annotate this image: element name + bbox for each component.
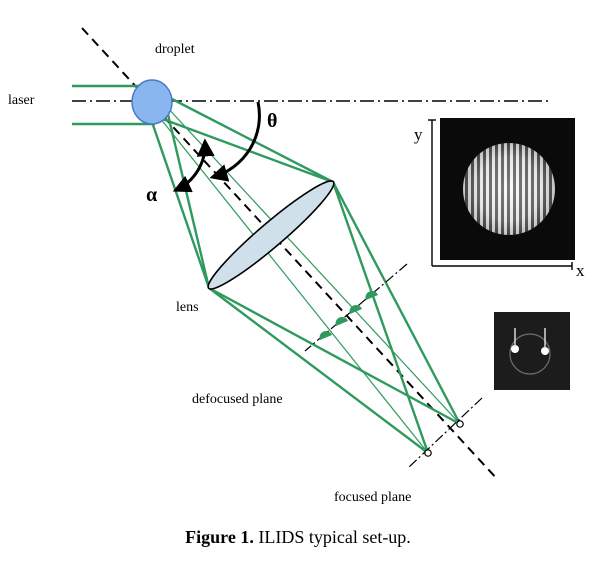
defocus-marker-1 [365,291,378,300]
caption-text: ILIDS typical set-up. [258,527,411,547]
focused-image-disk [509,333,551,375]
ray-drop-lens-top [169,96,334,184]
optical-axis [81,27,499,481]
theta-symbol: θ [267,110,277,132]
defocused-plane-label: defocused plane [192,392,283,407]
focused-image-frame [494,312,570,390]
focused-glare-right [541,347,549,355]
alpha-symbol: α [146,184,157,206]
lens-label: lens [176,300,199,315]
droplet-shape [131,79,173,125]
defocus-marker-2 [349,305,362,314]
defocus-markers [319,291,378,340]
ray-drop-lens-inner-a [164,105,211,289]
ray-lens-focus-4 [208,287,429,454]
ray-center-1 [165,105,461,425]
ray-drop-lens-bottom [150,121,211,289]
droplet-label: droplet [155,42,195,57]
focused-plane-line [407,397,483,469]
laser-label: laser [8,93,35,108]
defocus-marker-3 [335,317,348,326]
interferogram-fringes [463,143,555,235]
focused-image-inset [494,312,570,390]
interferogram-inset [440,118,575,260]
inset-x-label: x [576,261,585,280]
defocus-marker-4 [319,331,332,340]
focus-point-2 [424,449,432,457]
ray-lens-focus-3 [208,286,461,426]
focused-glare-left [511,345,519,353]
ray-lens-focus-2 [331,181,430,454]
lens-shape [207,180,335,290]
ray-drop-lens-inner-b [159,116,334,184]
ray-lens-focus-1 [331,181,462,425]
theta-angle-arrow [209,101,261,182]
inset-y-label: y [414,125,423,144]
focus-point-1 [456,420,464,428]
caption-prefix: Figure 1. [185,527,254,547]
focused-plane-label: focused plane [334,490,411,505]
alpha-angle-arrow [172,138,215,193]
figure-caption: Figure 1. ILIDS typical set-up. [0,527,596,548]
